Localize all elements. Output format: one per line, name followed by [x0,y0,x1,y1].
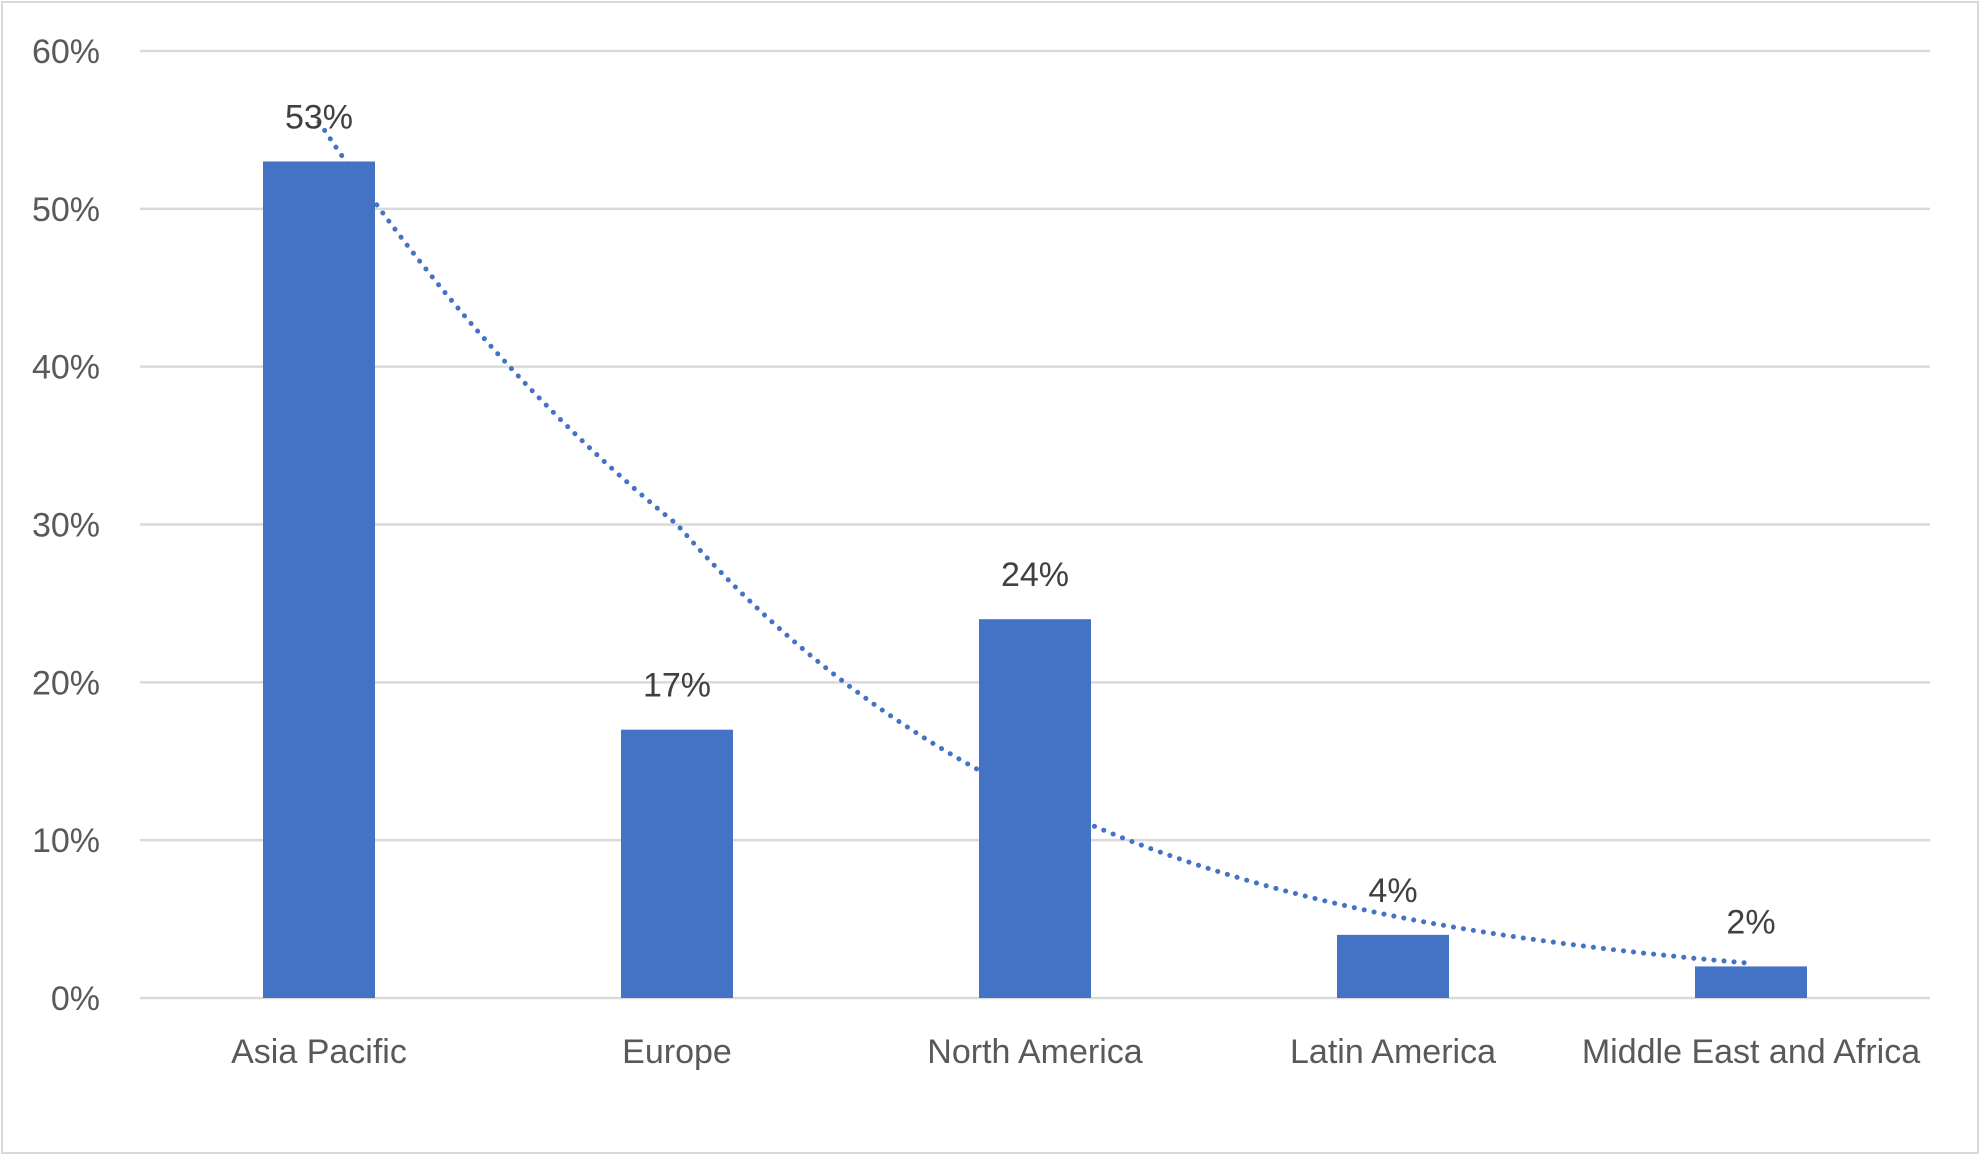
category-label-line: Latin America [1290,1033,1496,1071]
category-label-line: North America [927,1033,1142,1071]
bar-europe [621,729,733,998]
category-label-line: Europe [622,1033,732,1071]
x-axis-category-labels: Asia Pacific Europe North America Latin Ame… [231,1033,1920,1071]
y-tick-label: 30% [32,507,100,545]
bar-middle-east-and-africa [1695,966,1807,998]
gridlines [140,49,1930,1000]
y-tick-label: 40% [32,349,100,387]
data-label: 4% [1368,872,1417,910]
data-label: 17% [643,667,711,705]
bars [263,161,1807,998]
y-axis-tick-labels: 0% 10% 20% 30% 40% 50% 60% [32,33,100,1018]
data-labels: 53% 17% 24% 4% 2% [285,98,1776,941]
category-label-line: Middle East and Africa [1582,1033,1920,1071]
bar-north-america [979,619,1091,998]
bar-latin-america [1337,934,1449,998]
y-tick-label: 0% [51,980,100,1018]
data-label: 2% [1726,903,1775,941]
category-label: Europe [622,1033,732,1071]
category-label: Middle East and Africa [1582,1033,1920,1071]
category-label: Asia Pacific [231,1033,407,1071]
data-label: 53% [285,98,353,136]
y-tick-label: 10% [32,822,100,860]
exponential-trendline [316,119,1754,966]
category-label-line: Asia Pacific [231,1033,407,1071]
y-tick-label: 50% [32,191,100,229]
category-label: North America [927,1033,1142,1071]
trendline [316,119,1754,966]
category-label: Latin America [1290,1033,1496,1071]
data-label: 24% [1001,556,1069,594]
bar-asia-pacific [263,161,375,998]
y-tick-label: 60% [32,33,100,71]
y-tick-label: 20% [32,664,100,702]
